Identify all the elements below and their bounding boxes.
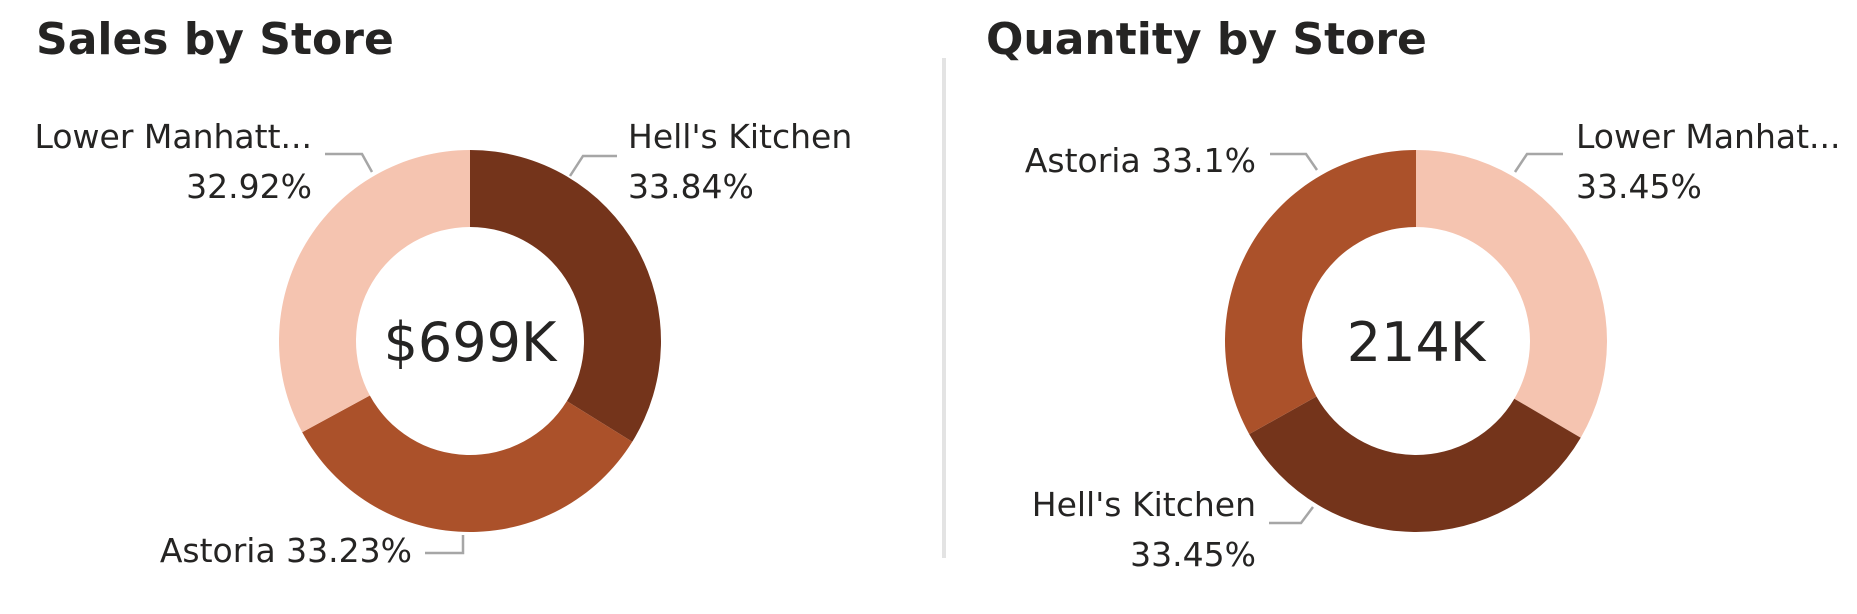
donut-slice[interactable] (302, 395, 633, 532)
center-total-label: $699K (384, 311, 558, 374)
chart-title: Quantity by Store (986, 14, 1427, 65)
sales-by-store-panel: Sales by Store Hell's Kitchen 33.84% Astor… (0, 0, 940, 614)
leader-line (1270, 152, 1319, 171)
quantity-by-store-panel: Quantity by Store Lower Manhat... 33.45% H… (950, 0, 1857, 614)
panel-divider (942, 58, 946, 558)
leader-line (1513, 152, 1563, 173)
sales-donut-chart[interactable]: Hell's Kitchen 33.84% Astoria 33.23% Lower … (0, 0, 940, 614)
donut-slice[interactable] (1416, 150, 1607, 438)
quantity-donut-chart[interactable]: Lower Manhat... 33.45% Hell's Kitchen 33.45… (950, 0, 1857, 614)
donut-slice[interactable] (1225, 150, 1416, 435)
slice-data-label: Astoria 33.23% (160, 531, 412, 570)
center-total-label: 214K (1347, 311, 1487, 374)
slice-data-label: Astoria 33.1% (1025, 141, 1256, 180)
donut-slice[interactable] (279, 150, 470, 433)
donut-slice[interactable] (1249, 396, 1581, 533)
leader-line (425, 535, 465, 555)
slice-data-label: Hell's Kitchen 33.84% (628, 117, 852, 206)
slice-data-label: Lower Manhatt... 32.92% (35, 117, 312, 206)
chart-title: Sales by Store (36, 14, 394, 65)
donut-slice[interactable] (470, 150, 661, 442)
slice-data-label: Lower Manhat... 33.45% (1576, 117, 1841, 206)
leader-line (568, 154, 617, 177)
leader-line (1269, 506, 1314, 525)
leader-line (325, 152, 374, 173)
slice-data-label: Hell's Kitchen 33.45% (1032, 485, 1256, 574)
